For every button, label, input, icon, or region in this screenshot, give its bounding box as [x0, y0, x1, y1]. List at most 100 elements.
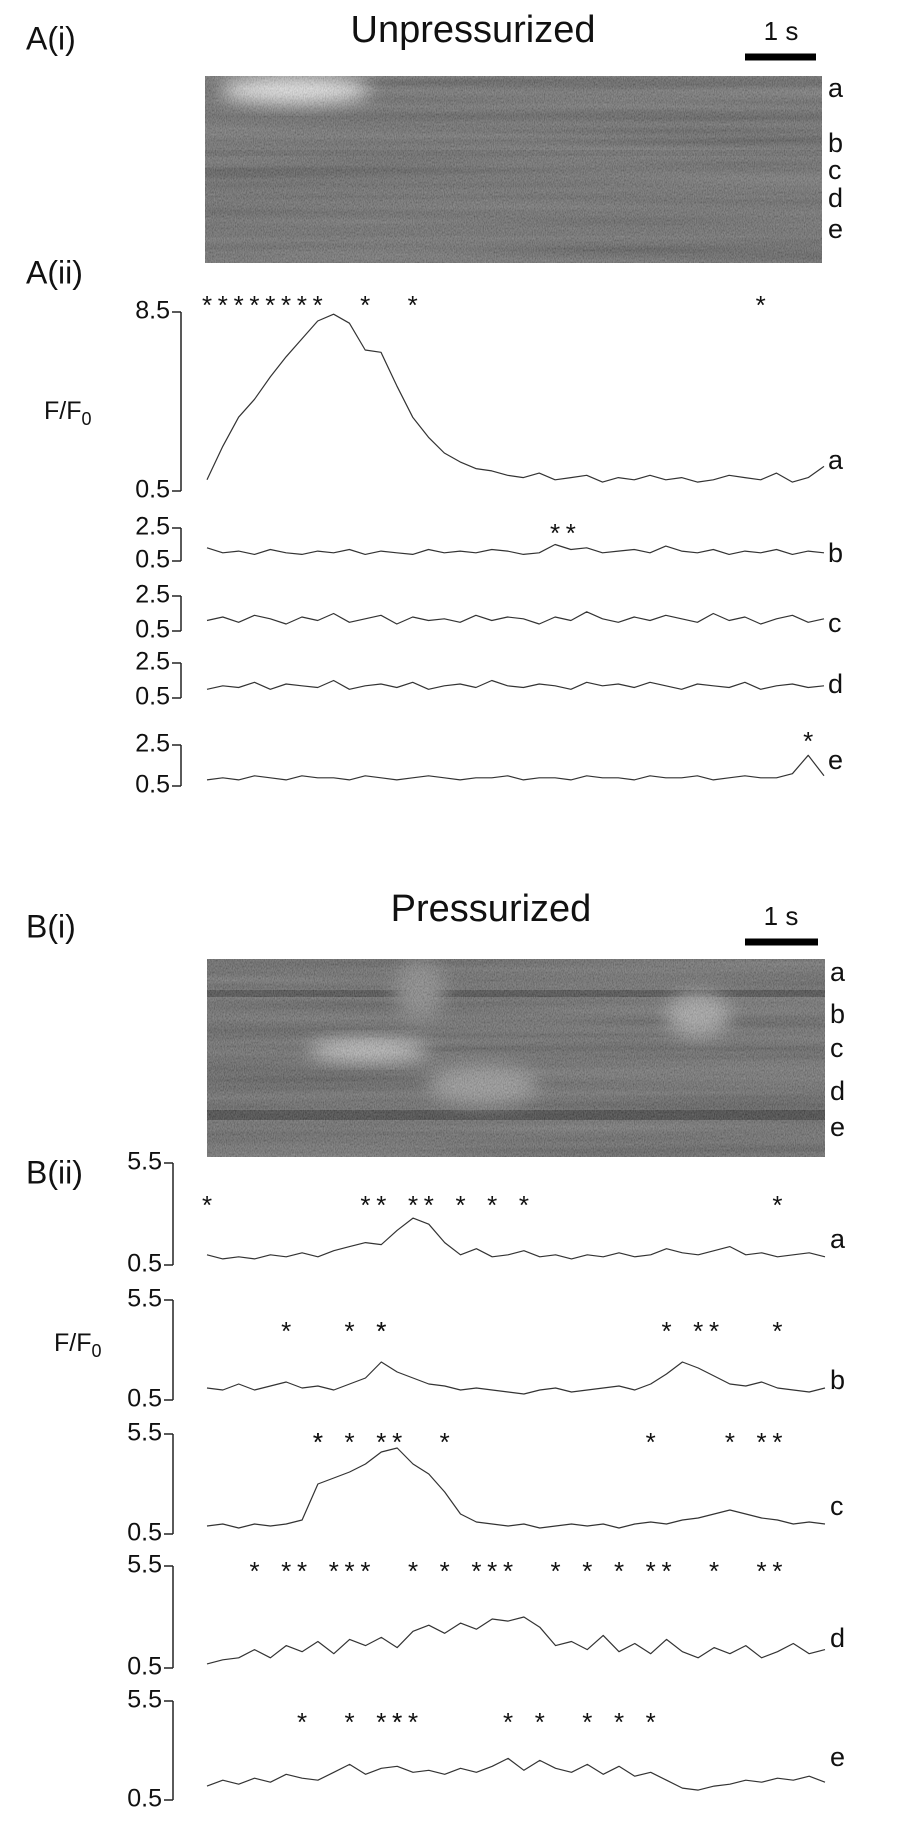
image-row-labels: a b c d e — [830, 957, 846, 1142]
row-label: d — [828, 669, 843, 699]
event-marker: * — [249, 290, 259, 320]
y-axis-label-sub: 0 — [92, 1341, 102, 1361]
row-label: e — [830, 1112, 845, 1142]
y-tick-label: 5.5 — [127, 1285, 162, 1313]
trace — [206, 1616, 826, 1665]
event-marker: * — [281, 290, 291, 320]
y-axis-label-text: F/F — [44, 397, 82, 425]
event-marker: * — [265, 290, 275, 320]
row-label: c — [830, 1491, 844, 1521]
y-tick-label: 0.5 — [127, 1785, 162, 1813]
event-marker: * — [408, 1707, 418, 1737]
linescan-image — [205, 76, 822, 263]
row-label: a — [828, 445, 844, 475]
event-marker: * — [709, 1556, 719, 1586]
trace — [206, 1447, 826, 1529]
row-label: b — [828, 128, 843, 158]
event-marker: * — [313, 290, 323, 320]
event-marker: * — [360, 290, 370, 320]
y-tick-label: 8.5 — [135, 297, 170, 325]
event-marker: * — [503, 1556, 513, 1586]
trace — [206, 543, 825, 555]
linescan-image — [207, 959, 825, 1157]
event-marker: * — [566, 518, 576, 548]
event-marker: * — [345, 1427, 355, 1457]
y-tick-label: 0.5 — [135, 546, 170, 574]
event-marker: * — [582, 1556, 592, 1586]
event-marker: * — [772, 1316, 782, 1346]
panel-label: A(i) — [26, 20, 76, 56]
event-marker: * — [519, 1190, 529, 1220]
y-tick-label: 5.5 — [127, 1148, 162, 1176]
event-marker: * — [725, 1427, 735, 1457]
row-label: e — [828, 745, 843, 775]
event-marker: * — [455, 1190, 465, 1220]
y-tick-label: 0.5 — [127, 1519, 162, 1547]
y-tick-label: 0.5 — [135, 476, 170, 504]
event-marker: * — [408, 1556, 418, 1586]
y-axis-label: F/F0 — [44, 397, 92, 429]
event-marker: * — [313, 1427, 323, 1457]
event-marker: * — [360, 1190, 370, 1220]
event-marker: * — [345, 1707, 355, 1737]
trace — [206, 1361, 826, 1395]
row-label: e — [828, 214, 843, 244]
panel-title: Pressurized — [391, 888, 592, 930]
event-marker: * — [424, 1190, 434, 1220]
event-marker: * — [772, 1556, 782, 1586]
event-marker: * — [202, 1190, 212, 1220]
y-axis-label-text: F/F — [54, 1329, 92, 1357]
event-marker: * — [376, 1427, 386, 1457]
event-marker: * — [582, 1707, 592, 1737]
event-marker: * — [709, 1316, 719, 1346]
y-tick-label: 0.5 — [127, 1250, 162, 1278]
event-marker: * — [803, 726, 813, 756]
event-marker: * — [408, 290, 418, 320]
y-tick-label: 5.5 — [127, 1551, 162, 1579]
y-tick-label: 0.5 — [135, 771, 170, 799]
event-marker: * — [392, 1707, 402, 1737]
image-row-labels: a b c d e — [828, 73, 844, 244]
event-marker: * — [756, 290, 766, 320]
event-marker: * — [392, 1707, 402, 1737]
y-tick-label: 2.5 — [135, 730, 170, 758]
y-tick-label: 0.5 — [127, 1653, 162, 1681]
y-tick-label: 2.5 — [135, 581, 170, 609]
event-marker: * — [202, 290, 212, 320]
scale-bar-label: 1 s — [764, 901, 799, 931]
event-marker: * — [551, 1556, 561, 1586]
y-tick-label: 5.5 — [127, 1419, 162, 1447]
event-marker: * — [503, 1707, 513, 1737]
event-marker: * — [757, 1556, 767, 1586]
event-marker: * — [218, 290, 228, 320]
event-marker: * — [345, 1316, 355, 1346]
event-marker: * — [772, 1190, 782, 1220]
event-marker: * — [487, 1556, 497, 1586]
event-marker: * — [661, 1556, 671, 1586]
row-label: a — [830, 1224, 846, 1254]
event-marker: * — [392, 1427, 402, 1457]
event-marker: * — [249, 1556, 259, 1586]
panel-label: B(i) — [26, 908, 76, 944]
event-marker: * — [345, 1556, 355, 1586]
row-label: c — [830, 1033, 844, 1063]
row-label: c — [828, 155, 842, 185]
event-marker: * — [757, 1427, 767, 1457]
row-label: b — [830, 999, 845, 1029]
y-tick-label: 5.5 — [127, 1686, 162, 1714]
event-marker: * — [535, 1707, 545, 1737]
row-label: b — [828, 538, 843, 568]
event-marker: * — [281, 1556, 291, 1586]
row-label: c — [828, 608, 842, 638]
event-marker: * — [614, 1707, 624, 1737]
event-marker: * — [297, 1556, 307, 1586]
trace — [206, 611, 825, 625]
row-label: a — [828, 73, 844, 103]
event-marker: * — [408, 1190, 418, 1220]
scale-bar-label: 1 s — [764, 16, 799, 46]
event-marker: * — [661, 1316, 671, 1346]
event-marker: * — [281, 1316, 291, 1346]
event-marker: * — [440, 1556, 450, 1586]
